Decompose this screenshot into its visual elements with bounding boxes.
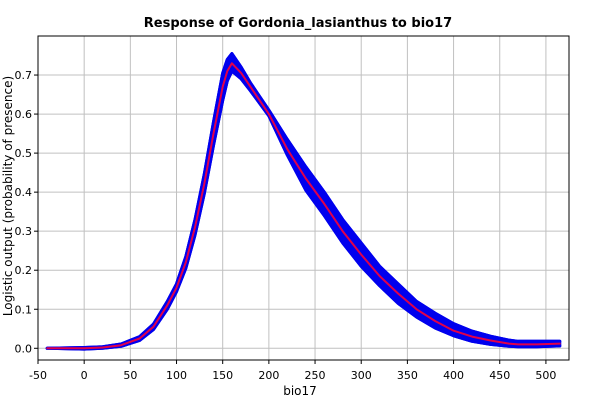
series-lines	[45, 52, 562, 351]
x-tick-label: 300	[351, 369, 372, 382]
x-tick-label: 0	[81, 369, 88, 382]
x-tick-label: 450	[489, 369, 510, 382]
y-tick-label: 0.6	[15, 108, 33, 121]
y-tick-label: 0.2	[15, 264, 33, 277]
x-tick-label: 500	[535, 369, 556, 382]
y-tick-label: 0.1	[15, 303, 33, 316]
y-tick-label: 0.4	[15, 186, 33, 199]
x-tick-label: 100	[166, 369, 187, 382]
upper-bound-line	[45, 52, 562, 350]
y-tick-label: 0.0	[15, 342, 33, 355]
x-tick-label: 50	[123, 369, 137, 382]
x-tick-label: 350	[397, 369, 418, 382]
x-tick-label: 150	[212, 369, 233, 382]
x-tick-label: 400	[443, 369, 464, 382]
y-tick-label: 0.3	[15, 225, 33, 238]
x-axis-label: bio17	[283, 384, 317, 398]
mean-response-line	[46, 62, 561, 350]
x-tick-label: 250	[305, 369, 326, 382]
grid	[37, 36, 569, 360]
lower-bound-line	[45, 69, 562, 351]
x-tick-label: 200	[258, 369, 279, 382]
y-tick-label: 0.5	[15, 147, 33, 160]
chart-title: Response of Gordonia_lasianthus to bio17	[144, 16, 452, 31]
y-tick-label: 0.7	[15, 69, 33, 82]
x-tick-label: -50	[29, 369, 47, 382]
plot-frame	[37, 35, 570, 361]
y-axis-label: Logistic output (probability of presence…	[1, 76, 15, 316]
axis-ticks: -50 0 50 100 150 200 250 300 350 400 450 500 0.0 0.1 0…	[15, 69, 557, 382]
